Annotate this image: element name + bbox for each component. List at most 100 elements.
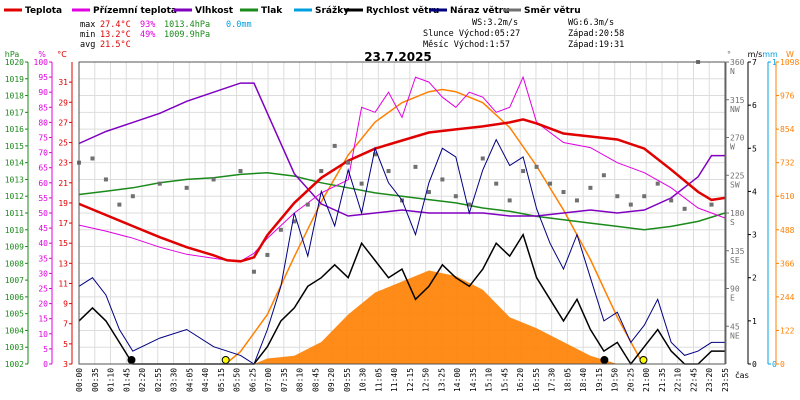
- legend-label-rychlost-vetru: Rychlost větru: [366, 5, 439, 16]
- temperature-line: [78, 118, 726, 263]
- x-tick-label: 17:30: [548, 368, 557, 392]
- x-tick-label: 10:30: [359, 368, 368, 392]
- wm2-tick-label: 244: [780, 293, 795, 302]
- stats-min-hum: 49%: [140, 30, 155, 40]
- x-tick-label: 19:50: [611, 368, 620, 392]
- unit-dir: °: [727, 50, 731, 59]
- wind-direction-point: [480, 156, 485, 161]
- moonset-marker: [600, 356, 609, 364]
- wind-gust-line: [78, 138, 725, 365]
- sunrise-marker: [221, 356, 230, 364]
- pct-tick-label: 95: [38, 73, 48, 82]
- info-moon-set: Západ:19:31: [568, 40, 624, 50]
- wind-direction-point: [278, 227, 283, 232]
- x-tick-label: 00:00: [75, 368, 84, 392]
- wm2-tick-label: 976: [780, 92, 795, 101]
- hpa-tick-label: 1013: [5, 175, 24, 184]
- x-tick-label: 22:45: [689, 368, 698, 392]
- hpa-tick-label: 1016: [5, 125, 24, 134]
- wind-direction-point: [157, 181, 162, 186]
- wind-direction-point: [359, 181, 364, 186]
- x-tick-label: 07:35: [280, 368, 289, 392]
- wind-direction-point: [103, 177, 108, 182]
- x-tick-label: 12:50: [422, 368, 431, 392]
- temp-tick-label: 27: [58, 118, 68, 127]
- dir-tick-label: 135: [730, 247, 745, 256]
- stats-max-rain: 0.0mm: [226, 20, 252, 30]
- hpa-tick-label: 1015: [5, 142, 24, 151]
- hpa-tick-label: 1011: [5, 209, 24, 218]
- info-block: WS:3.2m/s WG:6.3m/s Slunce Východ:05:27 …: [423, 18, 624, 50]
- pct-tick-label: 50: [38, 209, 48, 218]
- sunset-marker: [639, 356, 648, 364]
- temp-tick-label: 11: [58, 279, 68, 288]
- x-tick-label: 15:10: [485, 368, 494, 392]
- dir-tick-dir: SW: [730, 180, 740, 189]
- ms-tick-label: 1: [752, 317, 757, 326]
- moonrise-marker: [127, 356, 136, 364]
- dir-tick-label: 315: [730, 96, 745, 105]
- x-tick-label: 00:35: [91, 368, 100, 392]
- info-sun-set: Západ:20:58: [568, 29, 624, 39]
- pct-tick-label: 100: [34, 58, 49, 67]
- ms-tick-label: 7: [752, 58, 757, 67]
- unit-mm: mm: [762, 50, 778, 59]
- hpa-tick-label: 1004: [5, 326, 24, 335]
- info-moon: Měsíc Východ:1:57: [423, 40, 510, 50]
- wm2-tick-label: 610: [780, 192, 795, 201]
- info-ws: WS:3.2m/s: [472, 18, 518, 28]
- dir-tick-label: 360: [730, 58, 745, 67]
- unit-pct: %: [38, 50, 46, 59]
- temp-tick-label: 29: [58, 98, 68, 107]
- x-tick-label: 23:20: [705, 368, 714, 392]
- dir-tick-dir: NE: [730, 331, 740, 340]
- x-tick-label: 13:25: [437, 368, 446, 392]
- x-tick-label: 18:05: [563, 368, 572, 392]
- x-tick-label: 05:50: [233, 368, 242, 392]
- wind-direction-point: [548, 181, 553, 186]
- unit-wm2: W: [786, 50, 794, 59]
- hpa-tick-label: 1014: [5, 159, 24, 168]
- x-tick-label: 04:40: [201, 368, 210, 392]
- wind-direction-point: [588, 185, 593, 190]
- humidity-line: [78, 82, 725, 217]
- wind-direction-point: [494, 181, 499, 186]
- hpa-tick-label: 1017: [5, 108, 24, 117]
- temp-tick-label: 21: [58, 179, 68, 188]
- mm-tick-label: 0: [772, 360, 777, 369]
- wind-direction-point: [211, 177, 216, 182]
- x-tick-label: 14:00: [453, 368, 462, 392]
- wind-direction-point: [346, 160, 351, 165]
- solar-radiation: [225, 88, 645, 365]
- mm-tick-label: 1: [772, 58, 777, 67]
- wind-direction-point: [251, 269, 256, 274]
- wm2-tick-label: 366: [780, 259, 795, 268]
- x-tick-label: 11:05: [374, 368, 383, 392]
- wm2-tick-label: 122: [780, 326, 795, 335]
- x-tick-label: 04:05: [185, 368, 194, 392]
- hpa-tick-label: 1008: [5, 259, 24, 268]
- x-tick-label: 23:55: [721, 368, 730, 392]
- pct-tick-label: 70: [38, 149, 48, 158]
- stats-max-temp: 27.4°C: [100, 20, 131, 30]
- temp-tick-label: 23: [58, 159, 68, 168]
- hpa-tick-label: 1003: [5, 343, 24, 352]
- stats-max-label: max: [80, 20, 95, 30]
- ms-tick-label: 4: [752, 187, 757, 196]
- temp-tick-label: 5: [63, 340, 68, 349]
- wm2-tick-label: 488: [780, 226, 795, 235]
- axes: 00:00 00:35 01:10 01:45 02:20 02:55 03:30 04:05…: [5, 58, 800, 392]
- stats-min-press: 1009.9hPa: [164, 30, 210, 40]
- x-tick-label: 06:25: [248, 368, 257, 392]
- pct-tick-label: 80: [38, 118, 48, 127]
- wm2-tick-label: 1098: [780, 58, 799, 67]
- dir-tick-label: 225: [730, 171, 745, 180]
- pct-tick-label: 10: [38, 330, 48, 339]
- hpa-tick-label: 1010: [5, 226, 24, 235]
- pct-tick-label: 20: [38, 300, 48, 309]
- x-tick-label: 16:20: [516, 368, 525, 392]
- wind-direction-point: [669, 198, 674, 203]
- wind-direction-point: [130, 194, 135, 199]
- temp-tick-label: 19: [58, 199, 68, 208]
- stats-max-hum: 93%: [140, 20, 155, 30]
